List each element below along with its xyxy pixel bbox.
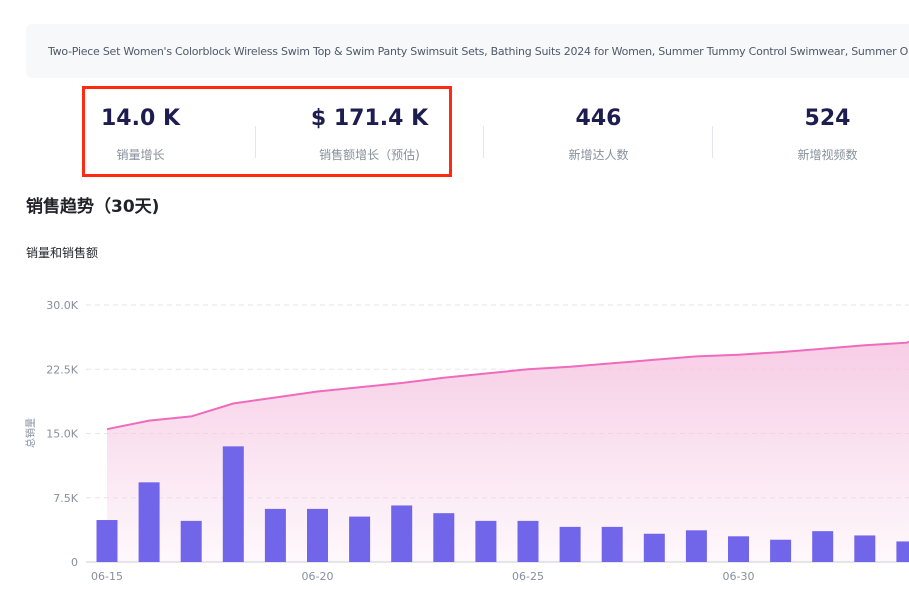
metric-value: 14.0 K (101, 106, 180, 131)
metric-divider (483, 126, 484, 158)
product-title: Two-Piece Set Women's Colorblock Wireles… (48, 44, 909, 58)
metric-sales-growth: 14.0 K 销量增长 (26, 92, 255, 172)
y-tick-label: 7.5K (53, 492, 78, 505)
sales-trend-chart: 0 7.5K 15.0K 22.5K 30.0K 总销量 06-15 06-20 06-25 06… (24, 299, 909, 583)
metrics-row: 14.0 K 销量增长 $ 171.4 K 销售额增长（预估) 446 新增达人… (26, 92, 909, 172)
metric-label: 销售额增长（预估) (319, 148, 420, 162)
bar (559, 526, 581, 562)
bar (685, 530, 707, 562)
x-tick-label: 06-20 (302, 570, 334, 583)
metric-divider (712, 126, 713, 158)
bar (180, 520, 202, 562)
bar (812, 531, 834, 562)
bar (96, 520, 118, 562)
product-title-bar: Two-Piece Set Women's Colorblock Wireles… (26, 24, 909, 78)
metric-revenue-growth: $ 171.4 K 销售额增长（预估) (255, 92, 484, 172)
y-axis-title: 总销量 (24, 418, 37, 448)
bar (854, 535, 876, 562)
x-tick-label: 06-30 (723, 570, 755, 583)
bar (896, 541, 909, 562)
y-tick-label: 22.5K (46, 363, 78, 376)
metric-new-creators: 446 新增达人数 (484, 92, 713, 172)
bar (349, 516, 371, 562)
bar (601, 526, 623, 562)
section-title: 销售趋势（30天) (26, 197, 160, 217)
bar (643, 533, 665, 562)
bar (517, 520, 539, 562)
bar (433, 513, 455, 562)
metric-label: 新增视频数 (797, 148, 858, 162)
metric-value: 446 (575, 106, 622, 131)
bar (475, 520, 497, 562)
metric-divider (255, 126, 256, 158)
cumulative-area (107, 341, 909, 562)
bar (138, 482, 160, 562)
highlight-box (82, 86, 452, 177)
bar (264, 508, 286, 562)
cumulative-line (106, 340, 909, 431)
bar (770, 539, 792, 562)
metric-label: 销量增长 (116, 148, 165, 162)
x-tick-label: 06-15 (91, 570, 123, 583)
metric-value: $ 171.4 K (310, 106, 429, 131)
chart-subtitle: 销量和销售额 (26, 246, 99, 260)
x-tick-label: 06-25 (512, 570, 544, 583)
metric-new-videos: 524 新增视频数 (713, 92, 909, 172)
bar (307, 508, 328, 562)
metric-label: 新增达人数 (568, 148, 629, 162)
y-tick-label: 0 (71, 556, 78, 569)
y-tick-label: 15.0K (46, 428, 78, 441)
bar (728, 536, 749, 562)
bar (222, 446, 244, 562)
bar (391, 505, 413, 562)
metric-value: 524 (804, 106, 851, 131)
y-tick-label: 30.0K (46, 299, 78, 312)
